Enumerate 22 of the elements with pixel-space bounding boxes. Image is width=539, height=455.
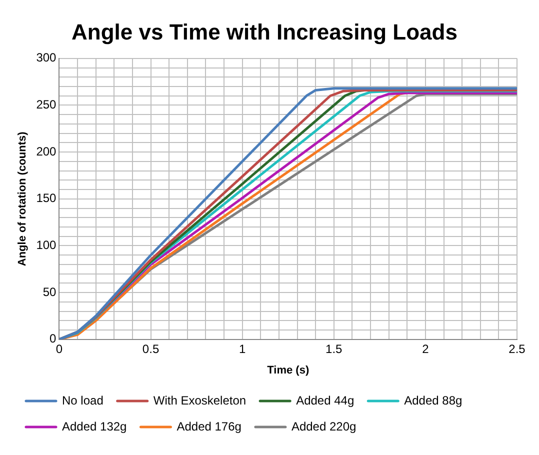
x-tick-label: 1.5: [326, 342, 343, 356]
legend-label: Added 176g: [176, 419, 242, 434]
y-axis-title: Angle of rotation (counts): [16, 131, 29, 266]
y-tick-label: 300: [36, 50, 57, 65]
y-tick-label: 250: [36, 98, 57, 112]
x-tick-label: 2.5: [508, 342, 526, 356]
y-tick-label: 50: [42, 284, 57, 299]
chart-title: Angle vs Time with Increasing Loads: [72, 19, 458, 44]
x-tick-label: 0.5: [142, 342, 160, 356]
legend-label: Added 44g: [296, 393, 354, 408]
y-tick-label: 0: [50, 332, 57, 346]
legend-label: Added 88g: [404, 393, 462, 408]
x-tick-label: 2: [422, 342, 430, 356]
y-tick-label: 100: [36, 238, 57, 252]
legend-label: No load: [62, 393, 104, 408]
x-axis-title: Time (s): [267, 364, 310, 376]
x-tick-label: 1: [238, 342, 246, 356]
legend-label: Added 132g: [62, 419, 127, 434]
legend-label: With Exoskeleton: [153, 393, 246, 408]
y-tick-label: 200: [36, 144, 57, 158]
legend-label: Added 220g: [291, 419, 356, 434]
y-tick-label: 150: [36, 191, 57, 206]
